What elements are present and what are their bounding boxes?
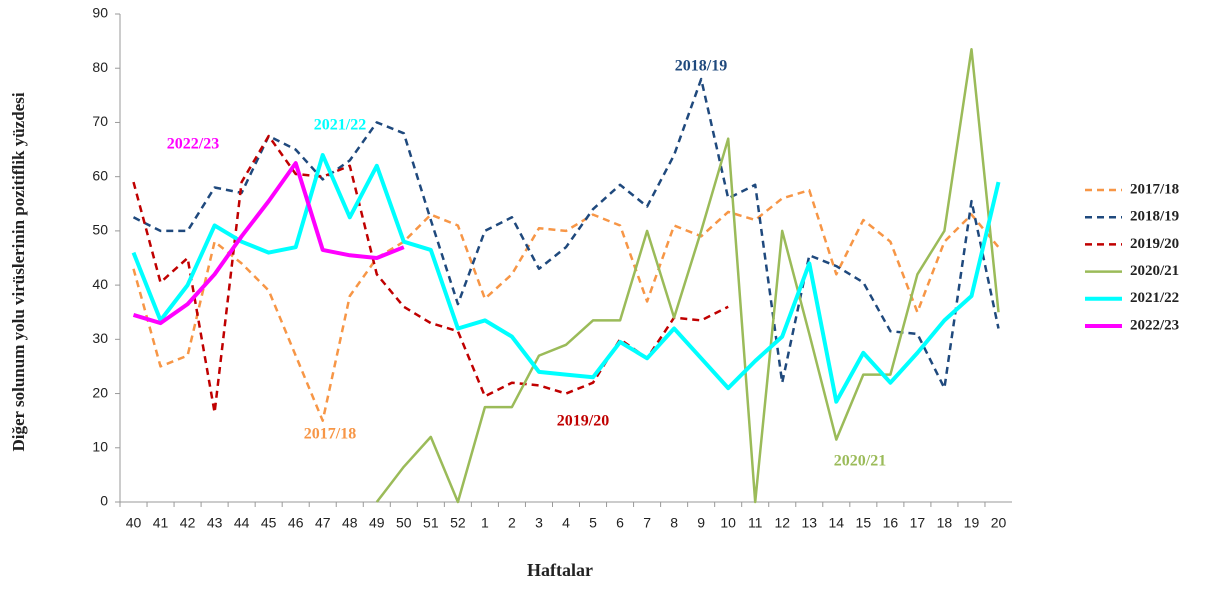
x-tick-label: 13: [801, 515, 817, 531]
x-tick-label: 50: [396, 515, 412, 531]
x-tick-label: 19: [964, 515, 980, 531]
x-tick-label: 14: [829, 515, 845, 531]
y-tick-label: 70: [92, 113, 108, 129]
x-tick-label: 46: [288, 515, 304, 531]
x-tick-label: 7: [643, 515, 651, 531]
x-tick-label: 43: [207, 515, 223, 531]
legend-label: 2018/19: [1130, 209, 1179, 225]
legend-label: 2022/23: [1130, 317, 1179, 333]
x-tick-label: 18: [937, 515, 953, 531]
legend-label: 2020/21: [1130, 263, 1179, 279]
x-tick-label: 10: [720, 515, 736, 531]
x-tick-label: 11: [748, 515, 763, 531]
x-tick-label: 6: [616, 515, 624, 531]
x-tick-label: 12: [774, 515, 790, 531]
series-annotation: 2021/22: [314, 117, 366, 134]
series-line: [132, 134, 729, 414]
series-line: [375, 47, 1000, 504]
y-tick-label: 20: [92, 384, 108, 400]
y-tick-label: 90: [92, 5, 108, 21]
y-tick-label: 40: [92, 276, 108, 292]
x-tick-label: 15: [856, 515, 872, 531]
y-tick-label: 30: [92, 330, 108, 346]
x-tick-label: 17: [910, 515, 926, 531]
x-tick-label: 4: [562, 515, 570, 531]
x-tick-label: 16: [883, 515, 899, 531]
x-axis-label: Haftalar: [527, 560, 593, 580]
x-tick-label: 40: [126, 515, 142, 531]
x-tick-label: 2: [508, 515, 516, 531]
x-tick-label: 48: [342, 515, 358, 531]
x-tick-label: 42: [180, 515, 196, 531]
y-tick-label: 80: [92, 59, 108, 75]
x-tick-label: 51: [423, 515, 439, 531]
series-annotation: 2018/19: [675, 58, 727, 75]
series-annotation: 2017/18: [304, 426, 356, 443]
legend-label: 2021/22: [1130, 290, 1179, 306]
y-tick-label: 60: [92, 167, 108, 183]
series-annotation: 2019/20: [557, 413, 609, 430]
x-tick-label: 49: [369, 515, 385, 531]
series-line: [132, 188, 1000, 422]
x-tick-label: 8: [670, 515, 678, 531]
x-tick-label: 44: [234, 515, 250, 531]
series-line: [131, 153, 1001, 404]
x-tick-label: 47: [315, 515, 331, 531]
x-tick-label: 41: [153, 515, 169, 531]
x-tick-label: 20: [991, 515, 1007, 531]
y-tick-label: 50: [92, 222, 108, 238]
x-tick-label: 3: [535, 515, 543, 531]
x-tick-label: 52: [450, 515, 466, 531]
series-annotation: 2022/23: [167, 136, 219, 153]
series-line: [132, 161, 405, 326]
series-line: [132, 77, 1000, 390]
series-annotation: 2020/21: [834, 453, 886, 470]
y-tick-label: 0: [100, 493, 108, 509]
x-tick-label: 9: [697, 515, 705, 531]
x-tick-label: 1: [481, 515, 489, 531]
y-axis-label: Diğer solunum yolu virüslerinin pozitifl…: [9, 92, 28, 451]
legend-label: 2017/18: [1130, 181, 1179, 197]
x-tick-label: 5: [589, 515, 597, 531]
legend-label: 2019/20: [1130, 236, 1179, 252]
y-tick-label: 10: [92, 438, 108, 454]
x-tick-label: 45: [261, 515, 277, 531]
